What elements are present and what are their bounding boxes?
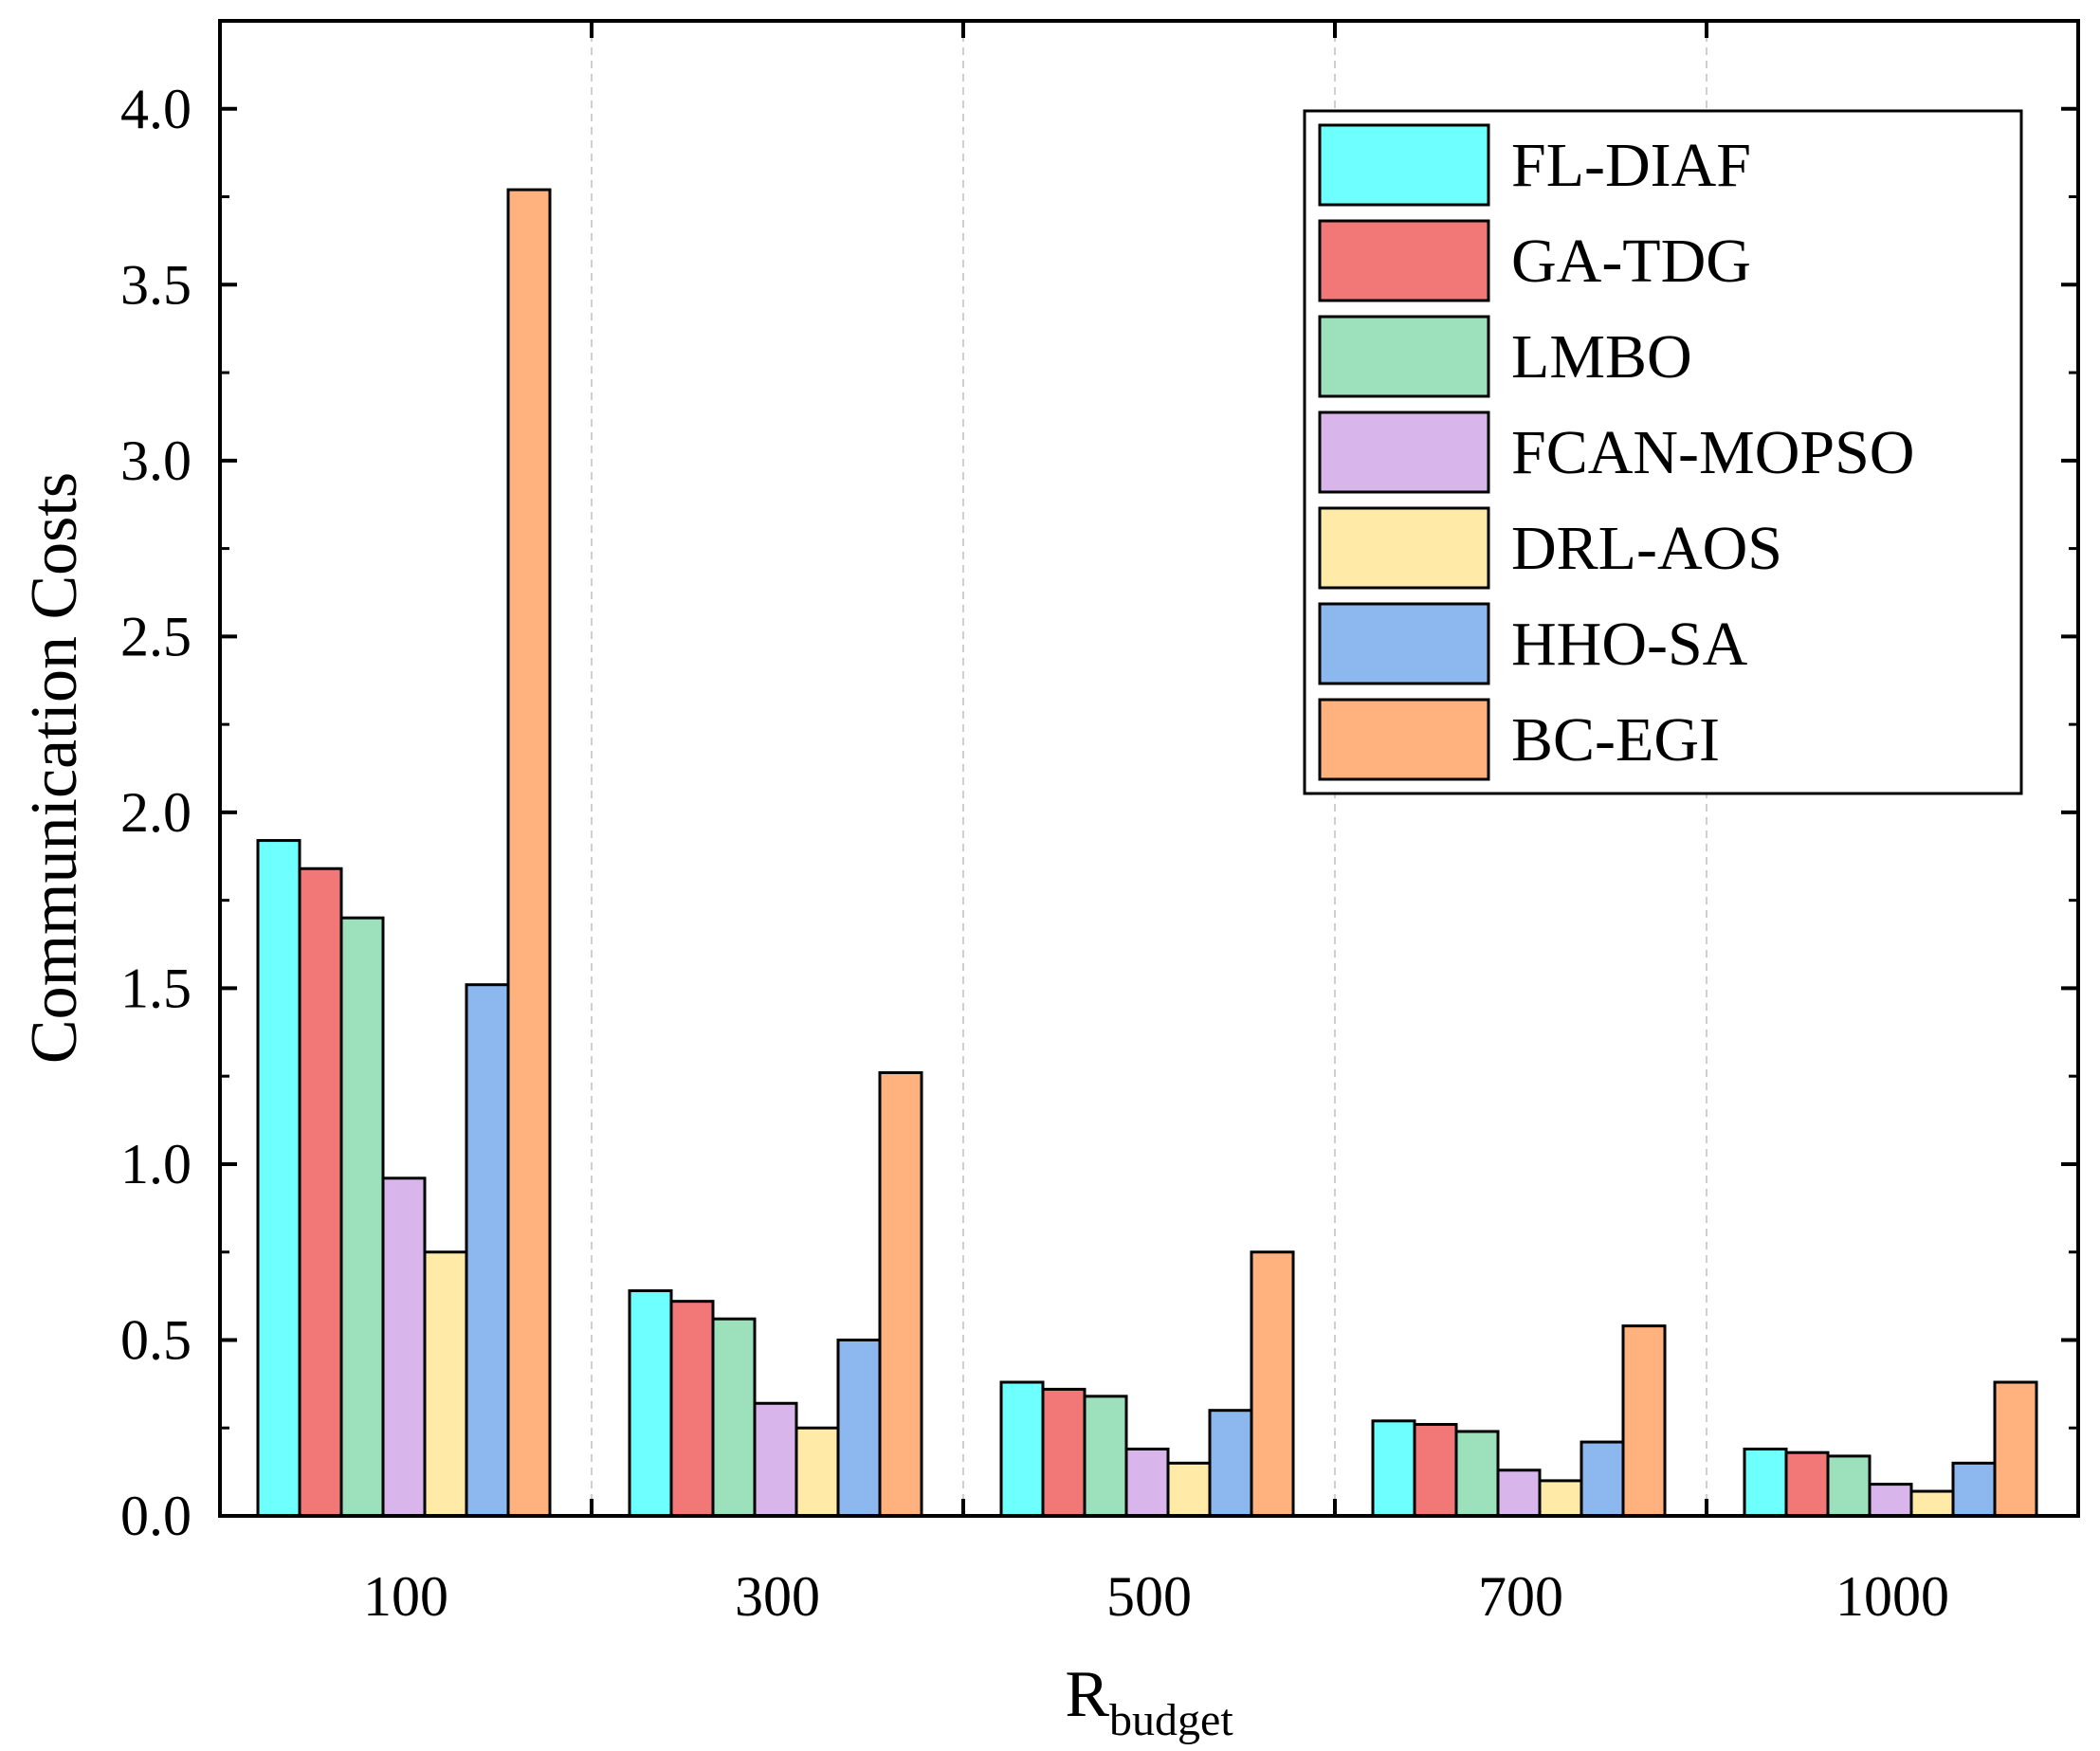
x-axis-title-subscript: budget bbox=[1109, 1695, 1233, 1745]
y-axis-title: Communication Costs bbox=[18, 472, 91, 1064]
bar-fcan-mopso-700 bbox=[1496, 1468, 1542, 1518]
y-tick-label: 2.5 bbox=[120, 605, 192, 667]
x-axis-title-main: R bbox=[1065, 1658, 1109, 1731]
y-tick-label: 4.0 bbox=[120, 78, 192, 140]
legend-label-ga-tdg: GA-TDG bbox=[1511, 227, 1751, 296]
x-tick-label: 100 bbox=[363, 1565, 448, 1628]
bar-ga-tdg-1000 bbox=[1784, 1450, 1830, 1518]
bar-hho-sa-300 bbox=[836, 1338, 882, 1518]
bar-ga-tdg-500 bbox=[1041, 1387, 1087, 1518]
y-tick-label: 2.0 bbox=[120, 781, 192, 844]
bar-fl-diaf-300 bbox=[628, 1289, 673, 1518]
legend-label-bc-egi: BC-EGI bbox=[1511, 705, 1720, 775]
x-tick-label: 300 bbox=[735, 1565, 820, 1628]
x-tick-label: 700 bbox=[1478, 1565, 1563, 1628]
bar-ga-tdg-300 bbox=[669, 1300, 715, 1518]
bar-lmbo-500 bbox=[1083, 1395, 1128, 1518]
axis-ticks bbox=[220, 21, 2078, 1518]
bar-fcan-mopso-300 bbox=[753, 1401, 798, 1518]
tick-labels: 0.0 0.5 1.0 1.5 2.0 2.5 3.0 3.5 4.0 100 300 500 700 1… bbox=[120, 78, 1949, 1628]
legend: FL-DIAF GA-TDG LMBO FCAN-MOPSO DRL-AOS HHO-SA… bbox=[1303, 109, 2023, 795]
plot-frame bbox=[218, 19, 2080, 1518]
legend-label-hho-sa: HHO-SA bbox=[1511, 610, 1748, 679]
bar-fl-diaf-700 bbox=[1371, 1419, 1416, 1518]
bar-bc-egi-500 bbox=[1250, 1250, 1295, 1518]
y-tick-label: 3.0 bbox=[120, 429, 192, 492]
bar-bc-egi-1000 bbox=[1993, 1380, 2038, 1518]
legend-swatch-lmbo bbox=[1318, 315, 1490, 398]
bar-fl-diaf-1000 bbox=[1743, 1447, 1788, 1518]
bar-bc-egi-300 bbox=[878, 1070, 923, 1518]
bar-bc-egi-700 bbox=[1621, 1324, 1667, 1518]
y-tick-label: 3.5 bbox=[120, 253, 192, 316]
bar-ga-tdg-700 bbox=[1413, 1423, 1458, 1518]
bar-hho-sa-500 bbox=[1208, 1409, 1253, 1518]
bar-lmbo-100 bbox=[339, 916, 385, 1518]
bar-drl-aos-1000 bbox=[1909, 1489, 1955, 1518]
bar-lmbo-700 bbox=[1454, 1430, 1500, 1518]
bar-fl-diaf-500 bbox=[999, 1380, 1045, 1518]
legend-label-lmbo: LMBO bbox=[1511, 322, 1692, 392]
legend-swatch-ga-tdg bbox=[1318, 219, 1490, 302]
legend-swatch-bc-egi bbox=[1318, 698, 1490, 781]
bar-ga-tdg-100 bbox=[298, 866, 343, 1518]
legend-label-fl-diaf: FL-DIAF bbox=[1511, 131, 1751, 200]
legend-label-fcan-mopso: FCAN-MOPSO bbox=[1511, 418, 1914, 487]
bar-fcan-mopso-500 bbox=[1124, 1447, 1170, 1518]
x-tick-label: 500 bbox=[1106, 1565, 1192, 1628]
y-tick-label: 1.5 bbox=[120, 957, 192, 1019]
y-tick-label: 0.5 bbox=[120, 1308, 192, 1371]
bar-fcan-mopso-1000 bbox=[1868, 1483, 1913, 1518]
bar-lmbo-1000 bbox=[1826, 1454, 1872, 1518]
bar-lmbo-300 bbox=[711, 1317, 757, 1518]
legend-swatch-fcan-mopso bbox=[1318, 410, 1490, 494]
legend-swatch-drl-aos bbox=[1318, 506, 1490, 590]
bar-bc-egi-100 bbox=[506, 188, 552, 1518]
bar-hho-sa-1000 bbox=[1951, 1461, 1997, 1518]
bar-drl-aos-300 bbox=[794, 1426, 840, 1518]
bar-hho-sa-700 bbox=[1580, 1440, 1625, 1518]
x-tick-label: 1000 bbox=[1835, 1565, 1949, 1628]
bar-drl-aos-500 bbox=[1166, 1461, 1212, 1518]
legend-swatch-hho-sa bbox=[1318, 602, 1490, 685]
bar-hho-sa-100 bbox=[465, 983, 510, 1518]
legend-swatch-fl-diaf bbox=[1318, 123, 1490, 207]
x-axis-title: Rbudget bbox=[1065, 1658, 1233, 1745]
y-tick-label: 1.0 bbox=[120, 1133, 192, 1195]
legend-label-drl-aos: DRL-AOS bbox=[1511, 514, 1782, 583]
bar-drl-aos-100 bbox=[423, 1250, 468, 1518]
y-tick-label: 0.0 bbox=[120, 1485, 192, 1547]
bar-fcan-mopso-100 bbox=[381, 1176, 427, 1518]
bar-drl-aos-700 bbox=[1538, 1479, 1583, 1518]
bar-fl-diaf-100 bbox=[256, 839, 301, 1518]
